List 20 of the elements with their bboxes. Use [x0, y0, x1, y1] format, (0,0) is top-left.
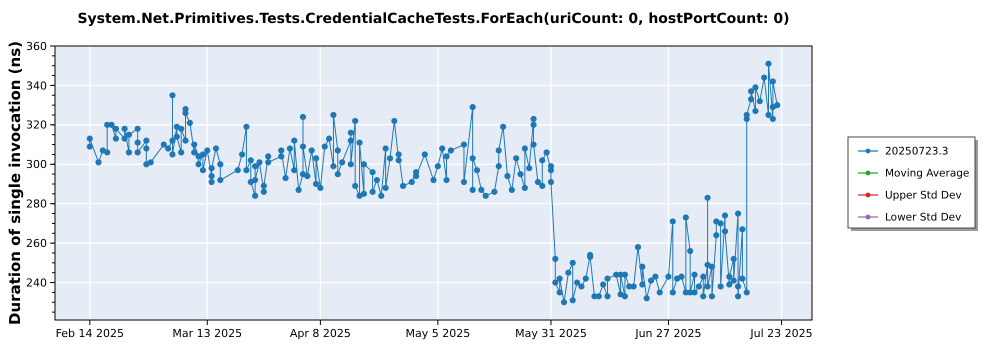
chart-title: System.Net.Primitives.Tests.CredentialCacheTests.ForEach(uriCount: 0, hostPortCount: 0)	[77, 11, 790, 27]
legend-label: 20250723.3	[885, 146, 948, 158]
y-tick-label: 240	[26, 276, 47, 290]
y-tick-label: 320	[26, 118, 47, 132]
y-tick-label: 300	[26, 158, 47, 172]
x-tick-label: May 5 2025	[405, 327, 470, 340]
y-tick-label: 260	[26, 236, 47, 250]
x-tick-label: Feb 14 2025	[56, 327, 124, 340]
legend-label: Moving Average	[885, 168, 970, 180]
y-tick-label: 280	[26, 198, 47, 211]
y-tick-label: 360	[26, 40, 47, 53]
legend-label: Lower Std Dev	[885, 212, 962, 224]
y-tick-label: 340	[26, 79, 47, 92]
x-tick-label: Jun 27 2025	[634, 327, 702, 340]
x-tick-label: Jul 23 2025	[749, 327, 813, 340]
legend-label: Upper Std Dev	[885, 190, 962, 202]
y-axis-title: Duration of single invocation (ns)	[6, 41, 24, 325]
x-tick-label: Mar 13 2025	[172, 327, 242, 340]
x-tick-label: May 31 2025	[515, 327, 587, 340]
x-tick-label: Apr 8 2025	[290, 327, 351, 340]
